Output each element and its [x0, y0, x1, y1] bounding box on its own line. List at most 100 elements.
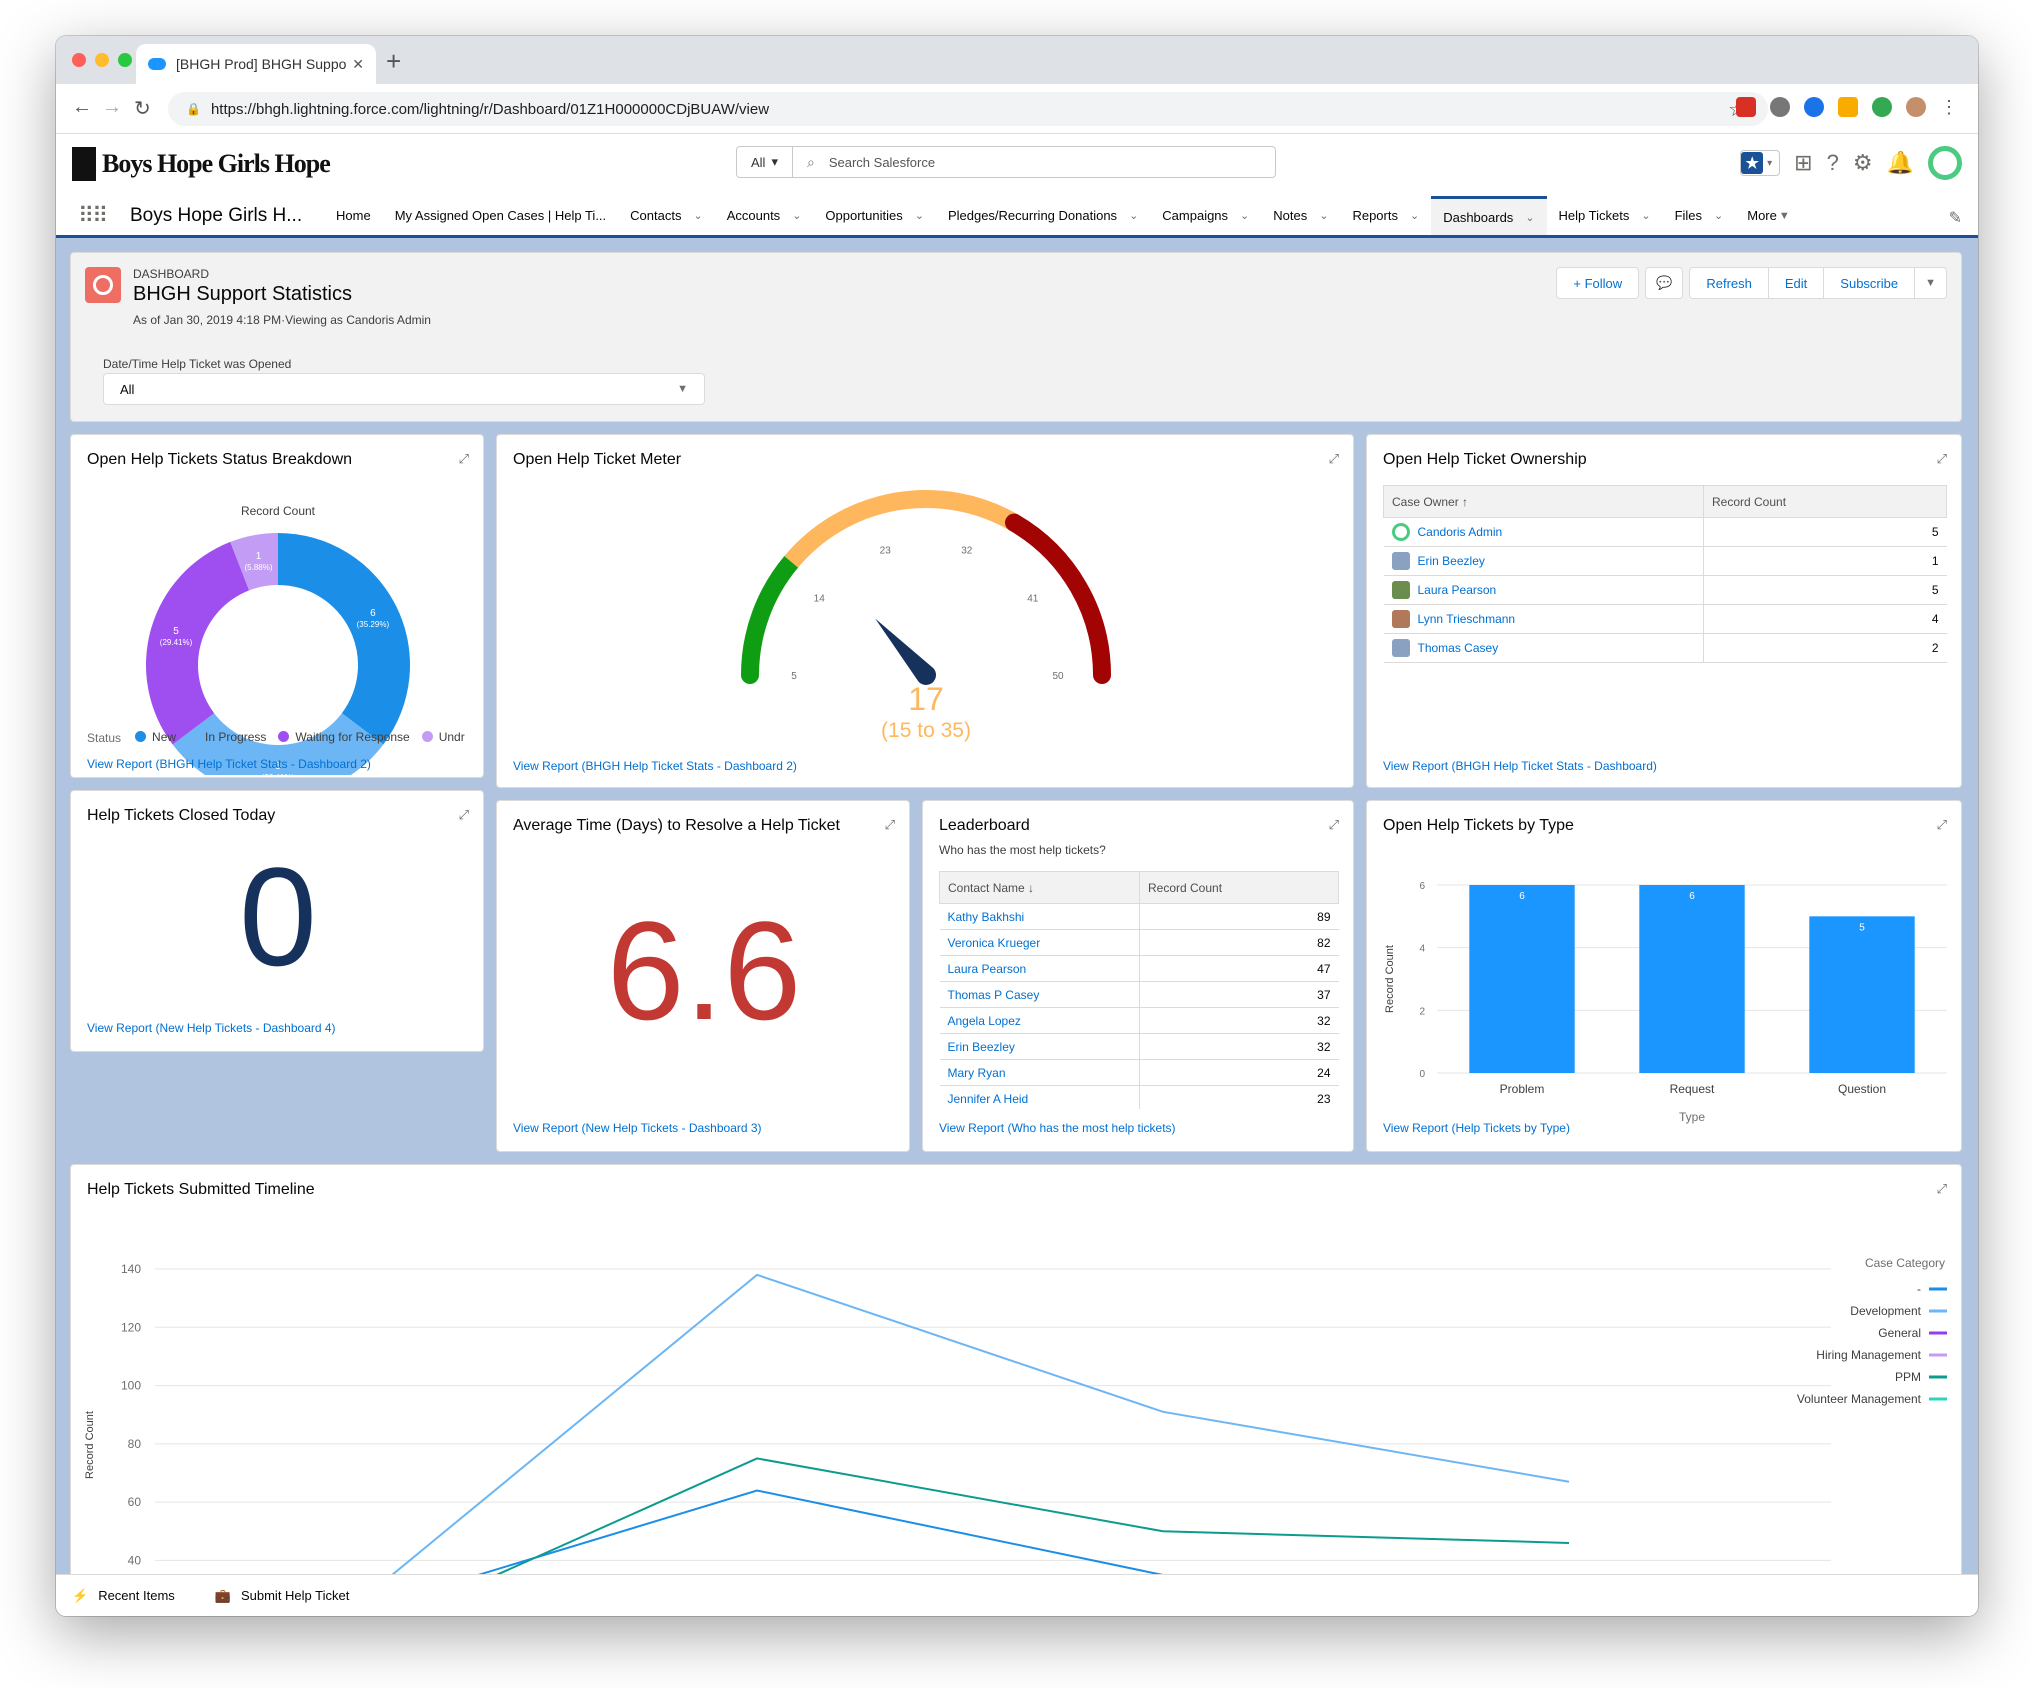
- legend-item[interactable]: Waiting for Response: [278, 730, 410, 744]
- chevron-down-icon[interactable]: ⌄: [1409, 210, 1420, 222]
- edit-nav-pencil-icon[interactable]: ✎: [1948, 210, 1962, 227]
- chevron-down-icon[interactable]: ⌄: [914, 210, 924, 222]
- view-report-link[interactable]: View Report (New Help Tickets - Dashboar…: [513, 1121, 762, 1135]
- reload-icon[interactable]: ↻: [134, 98, 151, 120]
- date-filter-select[interactable]: All ▼: [103, 373, 705, 405]
- more-actions-chevron-icon[interactable]: ▼: [1915, 267, 1947, 299]
- new-tab-icon[interactable]: +: [386, 46, 402, 76]
- browser-tab[interactable]: [BHGH Prod] BHGH Support S ✕: [136, 44, 376, 84]
- chevron-down-icon[interactable]: ⌄: [1714, 210, 1724, 222]
- nav-item-campaigns[interactable]: Campaigns ⌄: [1150, 196, 1261, 235]
- view-report-link[interactable]: View Report (BHGH Help Ticket Stats - Da…: [513, 759, 797, 773]
- nav-item-notes[interactable]: Notes ⌄: [1261, 196, 1340, 235]
- owner-cell[interactable]: Laura Pearson: [1383, 575, 1704, 605]
- column-header-record-count[interactable]: Record Count: [1703, 485, 1947, 518]
- expand-icon[interactable]: ⤢: [458, 451, 469, 466]
- view-report-link[interactable]: View Report (BHGH Help Ticket Stats - Da…: [87, 757, 371, 771]
- app-launcher-icon[interactable]: ⠿⠿: [78, 202, 108, 228]
- view-report-link[interactable]: View Report (BHGH Help Ticket Stats - Da…: [1383, 759, 1657, 773]
- chat-extension-icon[interactable]: [1872, 97, 1892, 117]
- org-logo[interactable]: Boys Hope Girls Hope: [72, 144, 331, 184]
- close-tab-icon[interactable]: ✕: [352, 55, 364, 72]
- user-avatar[interactable]: [1928, 146, 1962, 180]
- donut-slice-in-progress[interactable]: [172, 713, 384, 775]
- chevron-down-icon[interactable]: ▼: [1778, 209, 1790, 222]
- owner-cell[interactable]: Candoris Admin: [1383, 517, 1704, 547]
- nav-item-my-assigned-open-cases-help-ti[interactable]: My Assigned Open Cases | Help Ti...: [383, 196, 618, 235]
- follow-button[interactable]: + Follow: [1556, 267, 1640, 299]
- column-header-record-count[interactable]: Record Count: [1139, 871, 1339, 904]
- contact-name[interactable]: Thomas P Casey: [939, 981, 1140, 1008]
- nav-item-more[interactable]: More ▼: [1735, 196, 1802, 235]
- view-report-link[interactable]: View Report (Who has the most help ticke…: [939, 1121, 1176, 1135]
- contact-name[interactable]: Erin Beezley: [939, 1033, 1140, 1060]
- dashboard-comments-icon[interactable]: 💬: [1645, 267, 1684, 299]
- nav-item-home[interactable]: Home: [324, 196, 383, 235]
- nav-item-opportunities[interactable]: Opportunities ⌄: [813, 196, 936, 235]
- submit-help-ticket-button[interactable]: 💼 Submit Help Ticket: [215, 1588, 350, 1604]
- owner-name[interactable]: Thomas Casey: [1417, 641, 1499, 655]
- chevron-down-icon[interactable]: ⌄: [1129, 210, 1139, 222]
- leaderboard-scroll[interactable]: Contact Name ↓ Record Count Kathy Bakhsh…: [939, 871, 1339, 1109]
- donut-slice-waiting-for-response[interactable]: [146, 541, 250, 745]
- contact-name[interactable]: Jennifer A Heid: [939, 1085, 1140, 1109]
- nav-item-pledges-recurring-donations[interactable]: Pledges/Recurring Donations ⌄: [936, 196, 1150, 235]
- legend-item[interactable]: Undr: [421, 730, 465, 744]
- refresh-button[interactable]: Refresh: [1689, 267, 1769, 299]
- forward-icon[interactable]: →: [102, 96, 122, 118]
- recent-items-button[interactable]: ⚡ Recent Items: [72, 1588, 175, 1604]
- global-actions-icon[interactable]: ⊞: [1794, 150, 1813, 175]
- owner-cell[interactable]: Thomas Casey: [1383, 633, 1704, 663]
- expand-icon[interactable]: ⤢: [458, 807, 469, 822]
- legend-item[interactable]: In Progress: [188, 730, 266, 744]
- nav-item-dashboards[interactable]: Dashboards ⌄: [1431, 196, 1547, 235]
- donut-slice-new[interactable]: [278, 533, 410, 745]
- nav-item-contacts[interactable]: Contacts ⌄: [618, 196, 715, 235]
- view-report-link[interactable]: View Report (Help Tickets by Type): [1383, 1121, 1570, 1135]
- nav-item-help-tickets[interactable]: Help Tickets ⌄: [1547, 196, 1663, 235]
- timeline-legend-label[interactable]: Hiring Management: [1816, 1348, 1921, 1362]
- settings-extension-icon[interactable]: [1770, 97, 1790, 117]
- setup-gear-icon[interactable]: ⚙: [1852, 150, 1873, 175]
- view-report-link[interactable]: View Report (New Help Tickets - Dashboar…: [87, 1021, 336, 1035]
- search-input[interactable]: Search Salesforce: [828, 154, 936, 170]
- timeline-series-line[interactable]: [353, 1457, 1570, 1612]
- chevron-down-icon[interactable]: ⌄: [1641, 210, 1651, 222]
- owner-name[interactable]: Erin Beezley: [1417, 554, 1485, 568]
- timeline-legend-label[interactable]: General: [1878, 1326, 1921, 1340]
- profile-avatar-icon[interactable]: [1906, 97, 1926, 117]
- chevron-down-icon[interactable]: ⌄: [1319, 210, 1329, 222]
- close-window-button[interactable]: [72, 53, 86, 67]
- owner-name[interactable]: Laura Pearson: [1417, 583, 1497, 597]
- back-icon[interactable]: ←: [72, 96, 92, 118]
- bar-request[interactable]: [1639, 885, 1745, 1073]
- timeline-legend-label[interactable]: -: [1917, 1282, 1921, 1296]
- bar-question[interactable]: [1809, 916, 1915, 1073]
- owner-name[interactable]: Candoris Admin: [1417, 525, 1503, 539]
- chevron-down-icon[interactable]: ⌄: [1525, 211, 1535, 224]
- contact-name[interactable]: Veronica Krueger: [939, 929, 1140, 956]
- maximize-window-button[interactable]: [118, 53, 132, 67]
- column-header-case-owner[interactable]: Case Owner ↑: [1383, 485, 1704, 518]
- minimize-window-button[interactable]: [95, 53, 109, 67]
- expand-icon[interactable]: ⤢: [1328, 451, 1339, 466]
- favorites-button[interactable]: ★ ▾: [1740, 150, 1781, 176]
- search-scope-dropdown[interactable]: All ▾: [737, 147, 793, 177]
- expand-icon[interactable]: ⤢: [1936, 451, 1947, 466]
- nav-item-accounts[interactable]: Accounts ⌄: [715, 196, 814, 235]
- url-field[interactable]: 🔒 https://bhgh.lightning.force.com/light…: [168, 92, 1768, 126]
- search-extension-icon[interactable]: [1838, 97, 1858, 117]
- subscribe-button[interactable]: Subscribe: [1824, 267, 1916, 299]
- owner-name[interactable]: Lynn Trieschmann: [1417, 612, 1516, 626]
- timeline-legend-label[interactable]: Development: [1850, 1304, 1921, 1318]
- expand-icon[interactable]: ⤢: [1328, 817, 1339, 832]
- browser-menu-icon[interactable]: ⋮: [1940, 97, 1958, 117]
- contact-name[interactable]: Laura Pearson: [939, 955, 1140, 982]
- calendar-extension-icon[interactable]: [1736, 97, 1756, 117]
- expand-icon[interactable]: ⤢: [1936, 817, 1947, 832]
- expand-icon[interactable]: ⤢: [1936, 1181, 1947, 1196]
- column-header-contact-name[interactable]: Contact Name ↓: [939, 871, 1140, 904]
- timeline-legend-label[interactable]: Volunteer Management: [1797, 1392, 1922, 1406]
- eye-extension-icon[interactable]: [1804, 97, 1824, 117]
- notifications-bell-icon[interactable]: 🔔: [1886, 150, 1914, 175]
